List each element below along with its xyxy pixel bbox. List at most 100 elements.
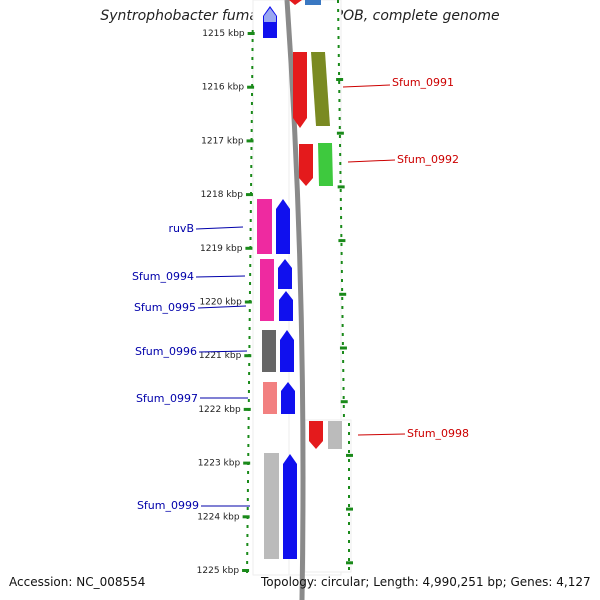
left-ruler-dot <box>251 84 254 87</box>
left-ruler-dot <box>249 210 252 213</box>
gene-label-sfum-0992: Sfum_0992 <box>397 153 459 166</box>
right-ruler-dot <box>342 360 345 363</box>
right-ruler-dot <box>339 171 342 174</box>
kbp-tick-label: 1217 kbp <box>201 136 244 146</box>
gene-arrow-sfum-0999-blue <box>283 454 297 559</box>
left-ruler-dot <box>250 156 253 159</box>
left-ruler-dot <box>250 174 253 177</box>
left-ruler-dot <box>251 66 254 69</box>
right-ruler-dot <box>340 252 343 255</box>
gene-block-sfum-0991-olive <box>311 52 330 126</box>
kbp-major-tick-right <box>337 185 345 189</box>
right-ruler-dot <box>338 135 341 138</box>
right-ruler-dot <box>337 0 339 3</box>
kbp-tick-labels: 1215 kbp 1216 kbp 1217 kbp 1218 kbp 1219 kbp… <box>197 29 245 576</box>
kbp-major-tick-right <box>338 239 346 243</box>
kbp-major-tick-right <box>339 346 347 350</box>
leader-line-sfum-0994 <box>195 275 246 278</box>
gene-block-sfum-0996-darkgray <box>262 330 276 372</box>
left-ruler-dot <box>251 93 254 96</box>
left-ruler-dot <box>250 147 253 150</box>
left-ruler-dot <box>246 561 249 564</box>
right-ruler-dot <box>348 495 350 498</box>
kbp-tick-label: 1221 kbp <box>199 351 242 361</box>
kbp-major-tick <box>245 193 253 197</box>
right-ruler-dot <box>342 351 345 354</box>
left-ruler-dot <box>246 552 249 555</box>
kbp-tick-label: 1222 kbp <box>198 405 241 415</box>
right-ruler-dot <box>348 567 350 570</box>
right-ruler-dot <box>337 18 340 21</box>
right-ruler-dot <box>348 432 350 435</box>
left-ruler-dot <box>251 57 254 60</box>
gene-arrow-ruvb-blue <box>276 199 290 254</box>
kbp-tick-label: 1224 kbp <box>197 512 240 522</box>
right-ruler-dot <box>341 288 344 291</box>
left-ruler-dot <box>248 372 251 375</box>
right-ruler-dot <box>348 549 350 552</box>
left-ruler-dot <box>247 471 250 474</box>
gene-arrow-partial-top-light <box>264 8 276 22</box>
right-ruler-dot <box>337 45 340 48</box>
right-ruler-dot <box>340 225 343 228</box>
left-ruler-dot <box>247 426 250 429</box>
leader-line-sfum-0996 <box>198 350 248 353</box>
kbp-major-tick <box>247 85 255 89</box>
leader-line-sfum-0998 <box>357 433 406 436</box>
gene-label-sfum-0996: Sfum_0996 <box>135 345 197 358</box>
left-ruler-dot <box>249 219 252 222</box>
right-ruler-dot <box>338 108 341 111</box>
right-ruler-dot <box>337 36 340 39</box>
kbp-major-tick <box>243 461 251 465</box>
gene-arrow-sfum-0991-red <box>293 52 307 128</box>
right-ruler-dot <box>339 207 342 210</box>
kbp-tick-label: 1219 kbp <box>200 244 243 254</box>
kbp-major-tick <box>242 515 250 519</box>
right-ruler-dot <box>348 477 350 480</box>
left-ruler-dot <box>246 525 249 528</box>
right-ruler-dot <box>340 216 343 219</box>
leader-line-ruvb <box>195 226 244 230</box>
kbp-major-tick <box>242 569 250 572</box>
right-ruler-dot <box>341 297 344 300</box>
left-ruler-dot <box>248 336 251 339</box>
right-ruler-dot <box>342 387 345 390</box>
leader-line-sfum-0991 <box>342 84 391 88</box>
right-ruler-dot <box>348 513 350 516</box>
right-ruler-dot <box>341 333 344 336</box>
right-ruler-dot <box>341 306 344 309</box>
gene-arrow-sfum-0995-blue <box>279 291 293 321</box>
left-ruler-dot <box>247 435 250 438</box>
right-ruler-dot <box>340 270 343 273</box>
right-ruler-dot <box>338 81 341 84</box>
right-ruler-dot <box>342 369 345 372</box>
left-ruler-dot <box>248 327 251 330</box>
right-ruler-dot <box>339 189 342 192</box>
left-ruler-dot <box>246 498 249 501</box>
left-ruler-dot <box>246 489 249 492</box>
gene-block-ruvb-pink <box>257 199 272 254</box>
left-ruler-dot <box>248 381 251 384</box>
gene-label-sfum-0998: Sfum_0998 <box>407 427 469 440</box>
gene-arrow-sfum-0994-blue <box>278 259 292 289</box>
kbp-tick-label: 1215 kbp <box>202 29 245 39</box>
kbp-major-tick <box>245 246 253 250</box>
gene-label-sfum-0999: Sfum_0999 <box>137 499 199 512</box>
left-ruler-dot <box>251 39 254 42</box>
leader-line-sfum-0992 <box>347 159 396 163</box>
kbp-ruler <box>242 0 353 573</box>
kbp-major-tick <box>247 32 255 35</box>
gene-block-sfum-0998-gray <box>328 421 342 449</box>
left-ruler-dot <box>249 282 252 285</box>
right-ruler-dot <box>348 504 350 507</box>
right-ruler-dot <box>337 9 340 12</box>
left-ruler-dot <box>246 543 249 546</box>
left-ruler-dot <box>248 309 251 312</box>
gene-block-sfum-0992-green <box>318 143 333 186</box>
left-ruler-dot <box>246 534 249 537</box>
gene-arrow-sfum-0992-red <box>299 144 313 186</box>
kbp-major-tick <box>244 300 252 304</box>
kbp-tick-label: 1220 kbp <box>199 298 242 308</box>
left-ruler-dot <box>249 264 252 267</box>
left-ruler-dot <box>249 237 252 240</box>
